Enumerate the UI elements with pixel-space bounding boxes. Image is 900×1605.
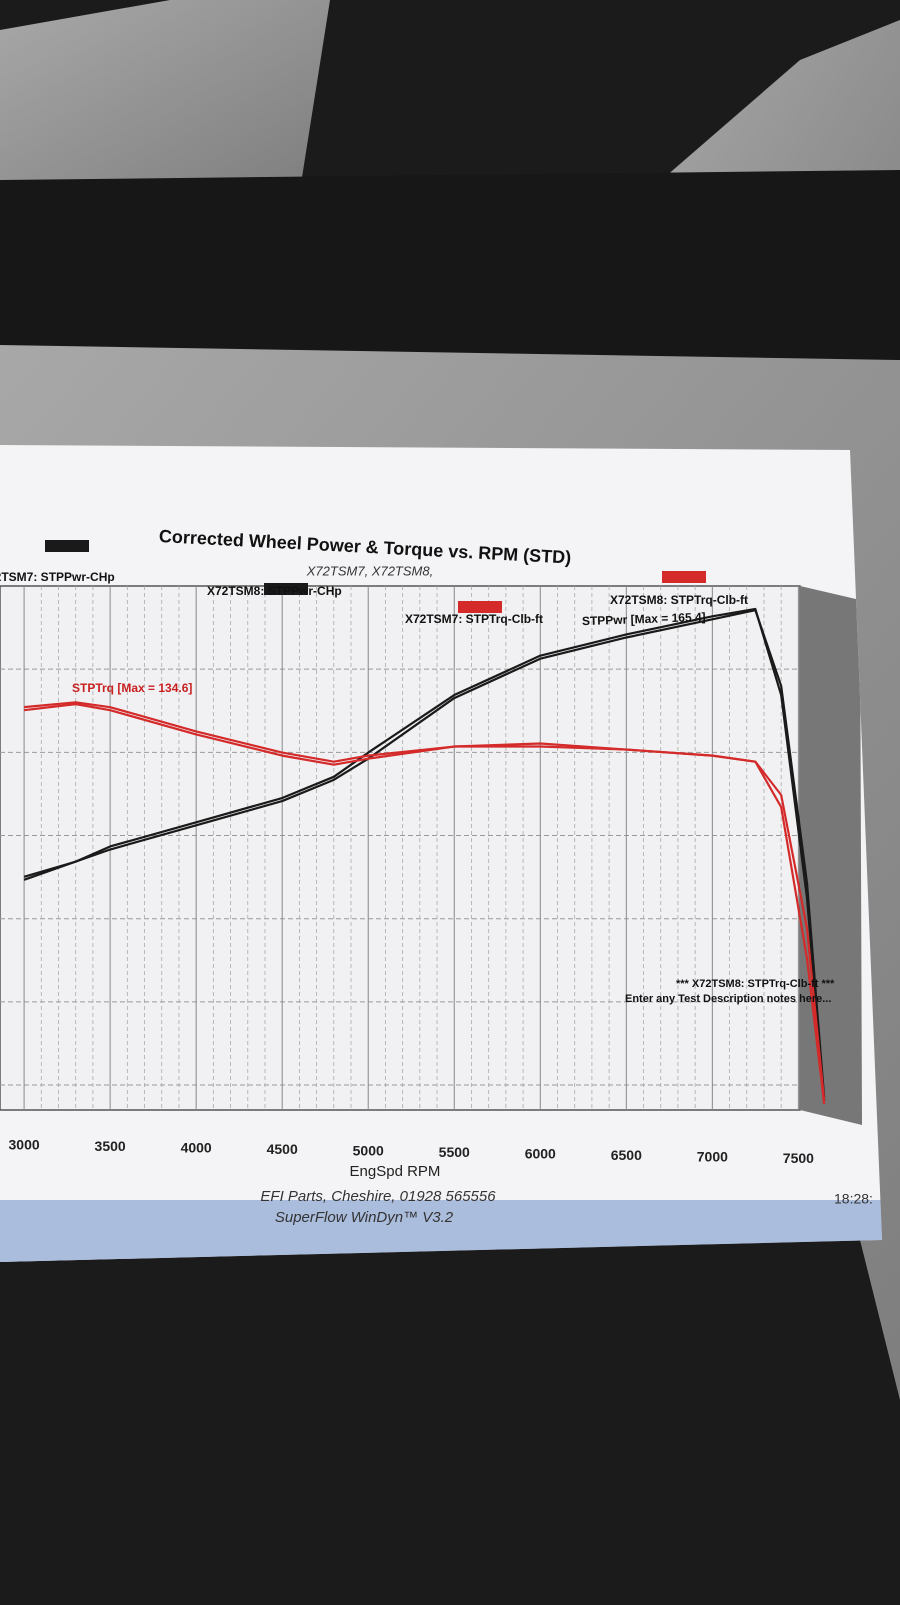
legend-label: X72TSM8: STPPwr-CHp [207, 584, 342, 598]
x-tick-label: 6500 [611, 1147, 642, 1163]
legend-swatch [264, 583, 308, 595]
paper-group: 3000 3500 4000 4500 5000 5500 6000 6500 7000 7500… [0, 445, 882, 1262]
legend-swatch [45, 540, 89, 552]
time: 18:28: [834, 1191, 873, 1207]
x-tick-label: 3000 [9, 1137, 40, 1153]
series-line [23, 609, 826, 1098]
x-tick-label: 4500 [267, 1141, 298, 1157]
x-tick-label: 4000 [181, 1140, 212, 1156]
annotation: Enter any Test Description notes here... [625, 993, 831, 1005]
footer: SuperFlow WinDyn™ V3.2 [275, 1209, 454, 1226]
x-tick-label: 5500 [439, 1144, 470, 1160]
legend-swatch [458, 601, 502, 613]
plot: 3000 3500 4000 4500 5000 5500 6000 6500 7000 7500 [0, 586, 826, 1166]
fabric [0, 0, 330, 190]
annotation: *** X72TSM8: STPTrq-Clb-ft *** [676, 978, 835, 990]
series-line [23, 607, 826, 1102]
x-tick-label: 6000 [525, 1146, 556, 1162]
legend-label: X72TSM8: STPTrq-Clb-ft [610, 593, 748, 607]
plot-area [0, 585, 801, 1111]
x-tick-label: 3500 [95, 1138, 126, 1154]
x-tick-label: 7500 [783, 1150, 814, 1166]
annotation: STPPwr [Max = 165.4] [582, 610, 706, 628]
legend-label: X72TSM7: STPPwr-CHp [0, 570, 115, 584]
series-line [23, 703, 826, 1102]
chart-subtitle: X72TSM7, X72TSM8, [306, 563, 433, 578]
x-tick-label: 7000 [697, 1149, 728, 1165]
legend-label: X72TSM7: STPTrq-Clb-ft [405, 612, 543, 626]
x-tick-label: 5000 [353, 1143, 384, 1159]
annotation: STPTrq [Max = 134.6] [72, 681, 192, 695]
strap [0, 170, 900, 360]
legend-swatch [662, 571, 706, 583]
footer: EFI Parts, Cheshire, 01928 565556 [260, 1188, 496, 1205]
x-axis-label: EngSpd RPM [350, 1163, 441, 1180]
plot-shadow [800, 586, 862, 1125]
